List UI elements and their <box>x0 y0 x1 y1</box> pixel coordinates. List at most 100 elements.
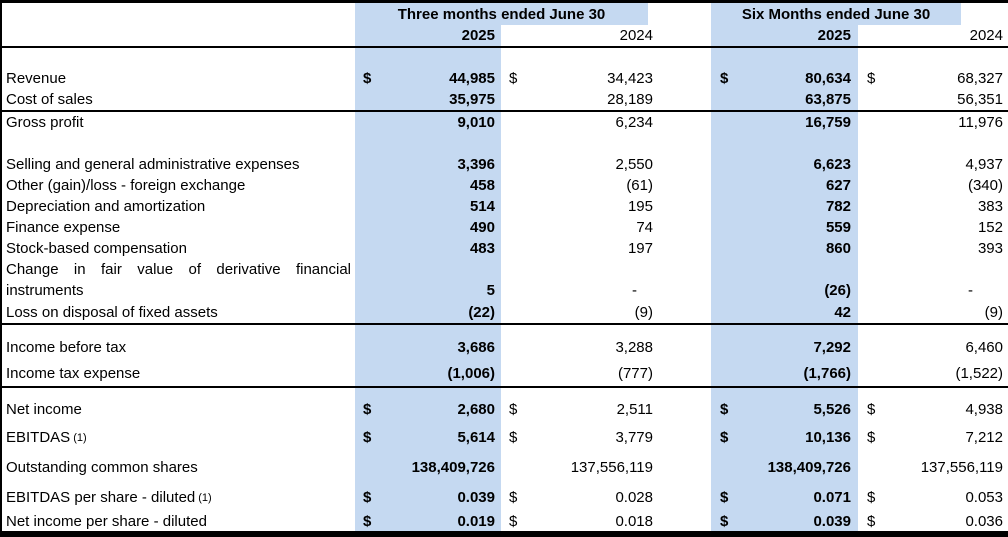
cell-value: 34,423 <box>607 70 653 87</box>
value-cell: $0.018 <box>501 511 657 531</box>
value-cell: 3,288 <box>501 335 657 360</box>
year-label: 2025 <box>817 27 851 44</box>
cell-value: 197 <box>627 240 653 257</box>
year-six-months-2024: 2024 <box>858 25 1008 46</box>
table-row: Loss on disposal of fixed assets (22) (9) 4… <box>2 301 1008 323</box>
value-cell: (1,766) <box>711 360 858 386</box>
row-label-text: Outstanding common shares <box>6 459 198 476</box>
row-label: Net income <box>2 397 355 422</box>
value-cell: (22) <box>355 301 501 323</box>
cell-value: 0.018 <box>615 512 653 530</box>
column-gap <box>657 422 711 452</box>
value-cell: 16,759 <box>711 112 858 133</box>
row-label-text: Finance expense <box>6 219 121 236</box>
value-cell: $0.028 <box>501 483 657 511</box>
cell-value: (26) <box>824 282 851 299</box>
value-cell: 56,351 <box>858 89 1008 110</box>
value-cell: $80,634 <box>711 68 858 89</box>
year-row-empty-label <box>2 25 355 46</box>
value-cell: $44,985 <box>355 68 501 89</box>
cell-value: 0.053 <box>965 488 1003 506</box>
divider-line <box>2 46 1008 48</box>
table-row: Cost of sales 35,975 28,189 63,875 56,351 <box>2 89 1008 110</box>
column-gap <box>657 335 711 360</box>
cell-value: (9) <box>984 303 1003 321</box>
row-label: Cost of sales <box>2 89 355 110</box>
spacer-row <box>2 133 1008 154</box>
currency-symbol: $ <box>509 512 518 530</box>
column-gap <box>657 196 711 217</box>
value-cell: $0.039 <box>711 511 858 531</box>
row-label-text: Revenue <box>6 70 67 87</box>
row-label: Stock-based compensation <box>2 238 355 259</box>
row-label: Other (gain)/loss - foreign exchange <box>2 175 355 196</box>
cell-value: 483 <box>469 240 495 257</box>
column-gap <box>657 511 711 531</box>
value-cell: 6,460 <box>858 335 1008 360</box>
row-label-text: Net income <box>6 401 82 418</box>
value-cell: 138,409,726 <box>355 452 501 483</box>
column-group-header-six-months: Six Months ended June 30 <box>711 3 961 25</box>
row-label-text: Gross profit <box>6 114 84 131</box>
row-label: Change in fair value of derivative finan… <box>2 259 355 280</box>
value-cell: 860 <box>711 238 858 259</box>
row-label-text: EBITDAS per share - diluted <box>6 488 196 506</box>
value-cell: 42 <box>711 301 858 323</box>
table-row: Net income per share - diluted $0.019 $0.0… <box>2 511 1008 531</box>
value-cell: 6,234 <box>501 112 657 133</box>
value-cell: $0.036 <box>858 511 1008 531</box>
cell-value: 393 <box>977 240 1003 257</box>
row-label: EBITDAS (1) <box>2 422 355 452</box>
cell-value: 383 <box>977 198 1003 215</box>
group-header-row-spacer <box>2 3 1008 25</box>
row-label: Depreciation and amortization <box>2 196 355 217</box>
cell-value: 56,351 <box>957 91 1003 108</box>
column-gap <box>657 452 711 483</box>
column-gap <box>657 25 711 46</box>
value-cell: 7,292 <box>711 335 858 360</box>
value-cell <box>858 259 1008 280</box>
table-row: Stock-based compensation 483 197 860 393 <box>2 238 1008 259</box>
column-gap <box>657 68 711 89</box>
row-label-text: Cost of sales <box>6 91 93 108</box>
row-label: Revenue <box>2 68 355 89</box>
cell-value: (1,766) <box>803 364 851 382</box>
year-three-months-2024: 2024 <box>501 25 657 46</box>
table-row: Net income $2,680 $2,511 $5,526 $4,938 <box>2 397 1008 422</box>
value-cell: $0.019 <box>355 511 501 531</box>
cell-value: 80,634 <box>805 70 851 87</box>
value-cell: $5,526 <box>711 397 858 422</box>
cell-value: 782 <box>825 198 851 215</box>
column-gap <box>657 175 711 196</box>
row-label: Income tax expense <box>2 360 355 386</box>
table-row: EBITDAS per share - diluted (1) $0.039 $0.0… <box>2 483 1008 511</box>
cell-value: (340) <box>967 177 1003 194</box>
cell-value: 2,550 <box>615 156 653 173</box>
column-gap <box>657 238 711 259</box>
row-label-text: Income before tax <box>6 339 127 356</box>
cell-value: 138,409,726 <box>767 459 851 476</box>
year-label: 2024 <box>969 27 1003 44</box>
cell-value: 16,759 <box>805 114 851 131</box>
row-label: Gross profit <box>2 112 355 133</box>
column-gap <box>657 112 711 133</box>
value-cell: 514 <box>355 196 501 217</box>
value-cell: 137,556,119 <box>858 452 1008 483</box>
value-cell: $68,327 <box>858 68 1008 89</box>
row-label-text: EBITDAS <box>6 428 71 446</box>
cell-value: 4,938 <box>965 401 1003 418</box>
value-cell: (340) <box>858 175 1008 196</box>
value-cell: 383 <box>858 196 1008 217</box>
value-cell: $2,680 <box>355 397 501 422</box>
divider-line <box>2 323 1008 325</box>
cell-value: 152 <box>977 219 1003 236</box>
cell-value: 458 <box>469 177 495 194</box>
highlight-column-three-months-2025 <box>355 3 501 531</box>
column-gap <box>657 259 711 280</box>
value-cell: 63,875 <box>711 89 858 110</box>
value-cell: 6,623 <box>711 154 858 175</box>
value-cell: $0.071 <box>711 483 858 511</box>
value-cell: $34,423 <box>501 68 657 89</box>
currency-symbol: $ <box>363 488 372 506</box>
value-cell: 3,396 <box>355 154 501 175</box>
